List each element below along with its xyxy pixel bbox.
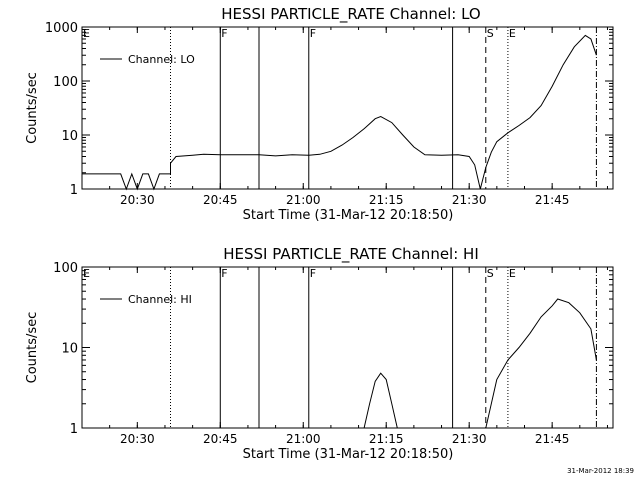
x-tick-label: 21:45	[535, 432, 570, 446]
event-marker-label: F	[221, 267, 227, 280]
event-marker-label: E	[83, 267, 90, 280]
series-line	[485, 298, 597, 429]
footer-timestamp: 31-Mar-2012 18:39	[567, 467, 634, 475]
y-tick-label: 1	[70, 422, 78, 437]
event-marker-label: F	[221, 27, 227, 40]
plot-frame	[81, 26, 614, 190]
y-tick-label: 100	[53, 75, 78, 90]
x-tick-label: 21:30	[452, 193, 487, 207]
x-tick-label: 20:45	[203, 432, 238, 446]
y-tick-label: 10	[61, 342, 78, 357]
x-axis-label: Start Time (31-Mar-12 20:18:50)	[243, 447, 454, 462]
series-line	[82, 34, 597, 191]
plot-frame	[81, 266, 614, 429]
event-marker-label: S	[487, 267, 494, 280]
legend-label: Channel: LO	[128, 53, 195, 66]
y-axis-label: Counts/sec	[25, 312, 40, 384]
x-tick-label: 21:00	[286, 432, 321, 446]
x-tick-label: 21:00	[286, 193, 321, 207]
event-marker-label: F	[310, 27, 316, 40]
event-marker-label: S	[487, 27, 494, 40]
y-tick-label: 1	[70, 183, 78, 198]
chart-title: HESSI PARTICLE_RATE Channel: LO	[221, 5, 480, 24]
x-tick-label: 21:45	[535, 193, 570, 207]
y-axis-label: Counts/sec	[25, 72, 40, 144]
event-marker-label: E	[83, 27, 90, 40]
x-tick-label: 21:15	[369, 193, 404, 207]
x-tick-label: 21:30	[452, 432, 487, 446]
x-tick-label: 21:15	[369, 432, 404, 446]
legend-label: Channel: HI	[128, 293, 192, 306]
y-tick-label: 10	[61, 129, 78, 144]
event-marker-label: E	[509, 267, 516, 280]
chart-title: HESSI PARTICLE_RATE Channel: HI	[223, 245, 479, 264]
series-line	[363, 372, 398, 429]
x-tick-label: 20:30	[120, 193, 155, 207]
y-tick-label: 1000	[45, 21, 78, 36]
y-tick-label: 100	[53, 261, 78, 276]
x-tick-label: 20:30	[120, 432, 155, 446]
event-marker-label: E	[509, 27, 516, 40]
x-tick-label: 20:45	[203, 193, 238, 207]
x-axis-label: Start Time (31-Mar-12 20:18:50)	[243, 208, 454, 223]
event-marker-label: F	[310, 267, 316, 280]
